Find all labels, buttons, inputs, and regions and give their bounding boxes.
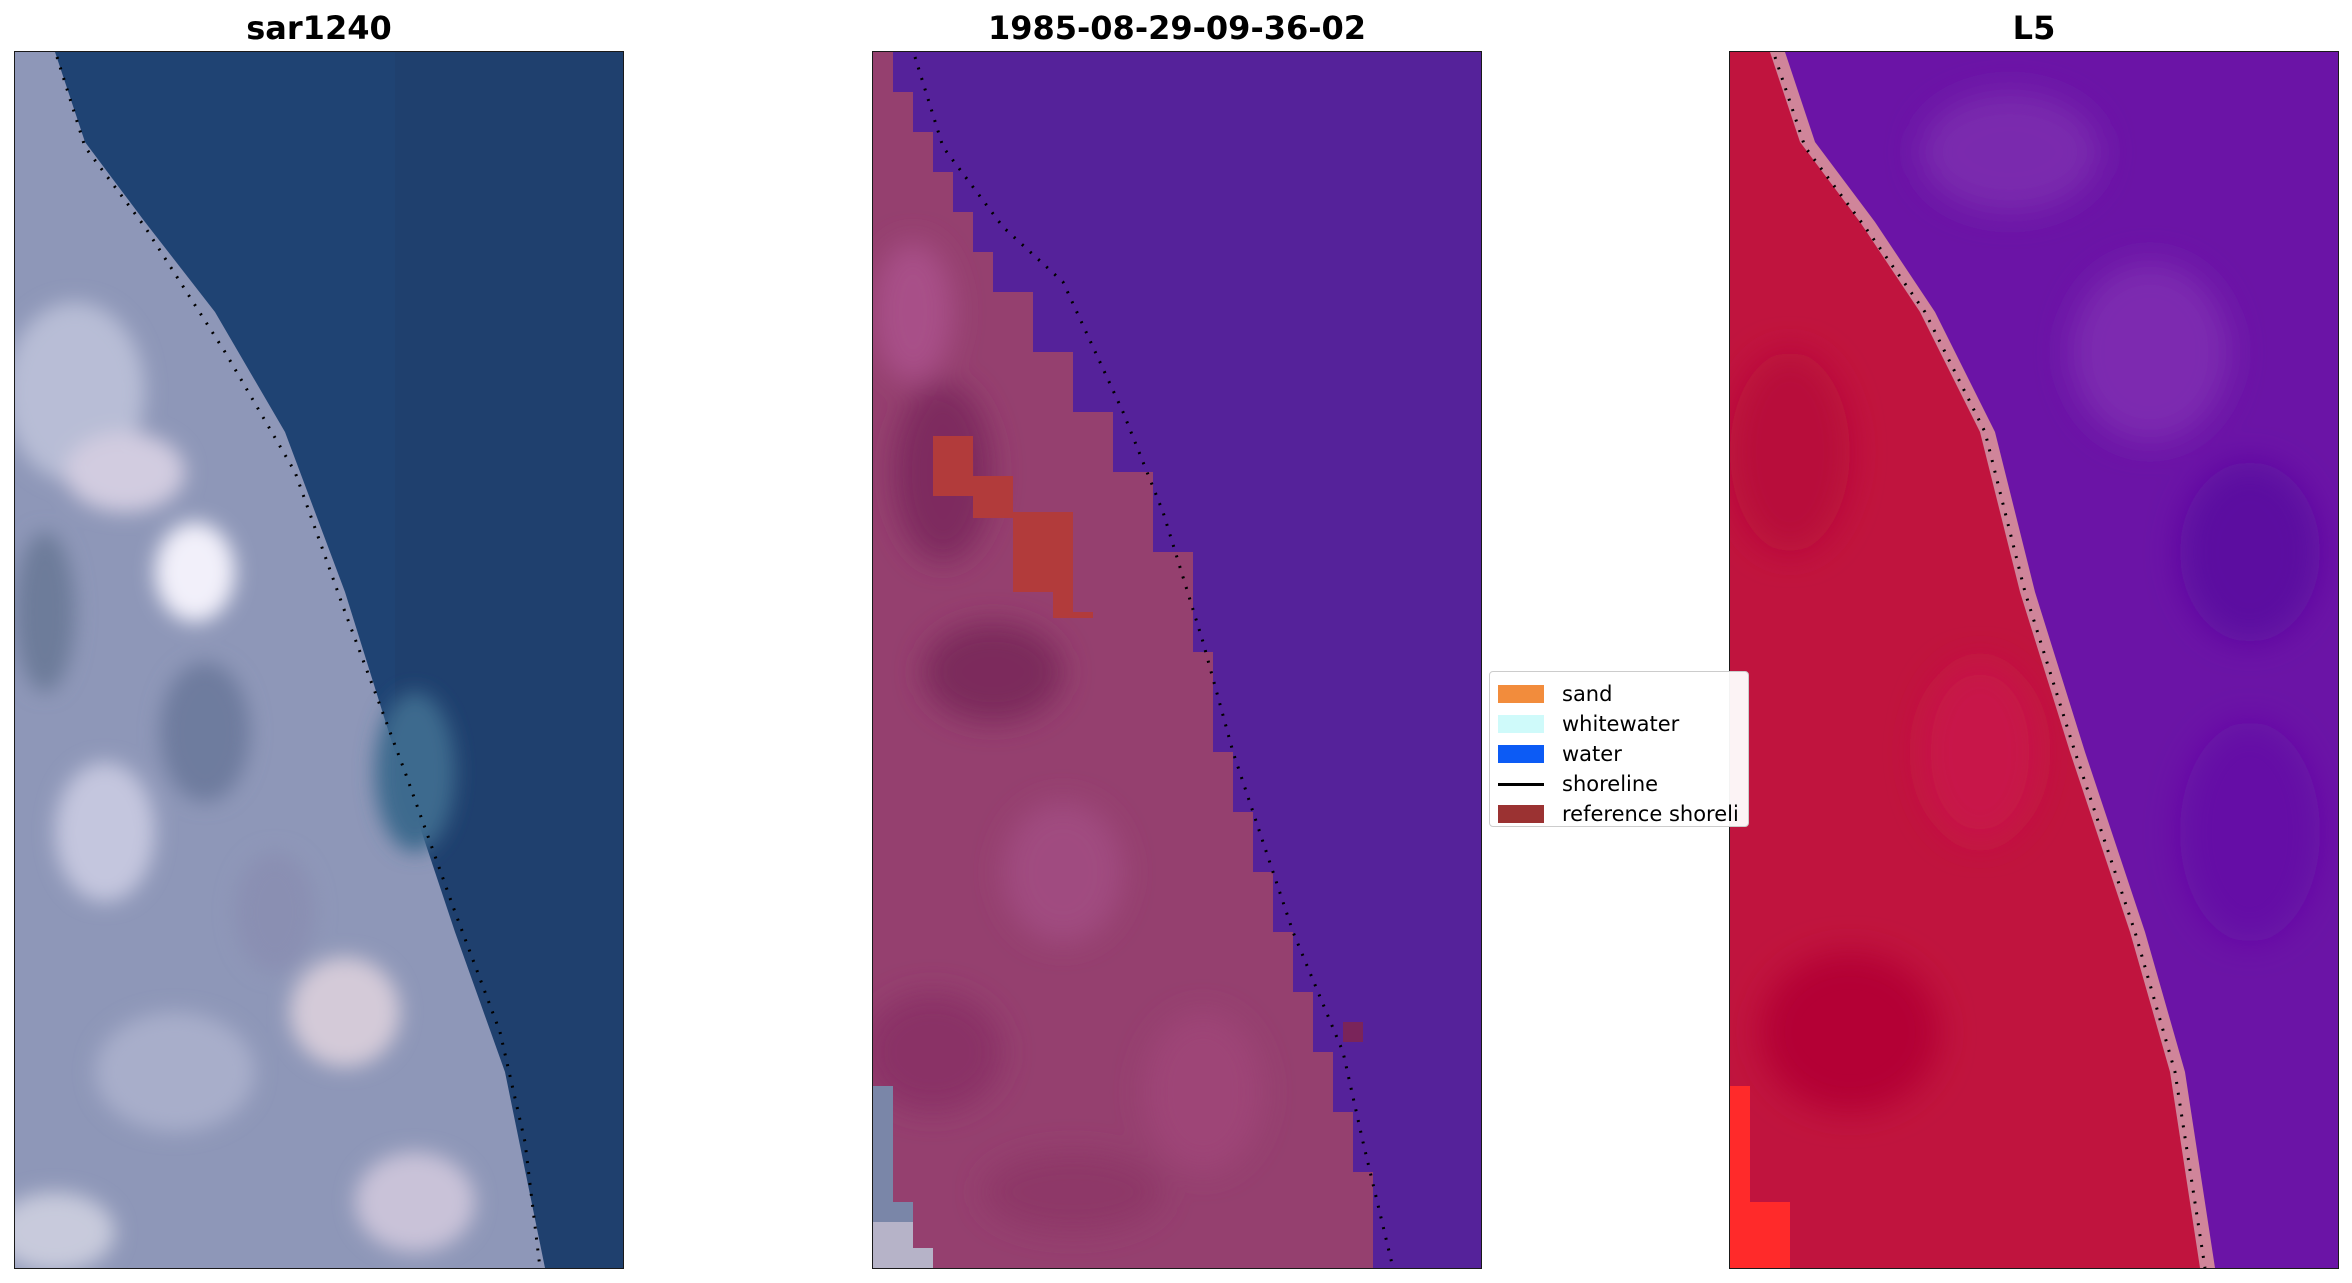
legend-label-reference-shoreline: reference shoreli	[1562, 802, 1739, 826]
classified-image-panel	[872, 51, 1482, 1269]
legend-item-whitewater: whitewater	[1498, 710, 1679, 738]
reference-shoreline-swatch	[1498, 805, 1544, 823]
classified-texture	[873, 242, 1263, 1232]
index-image-panel	[1729, 51, 2339, 1269]
shoreline-dots	[1773, 56, 2207, 1268]
rgb-image	[15, 52, 623, 1268]
legend-label-whitewater: whitewater	[1562, 712, 1680, 736]
sand-swatch	[1498, 685, 1544, 703]
legend-item-sand: sand	[1498, 680, 1612, 708]
bright-edge-patch	[1730, 1086, 1790, 1268]
legend-item-water: water	[1498, 740, 1622, 768]
classified-edge	[1343, 1022, 1363, 1042]
reference-shoreline-patch	[933, 436, 1093, 618]
index-land-texture	[1730, 352, 2040, 1112]
legend-item-shoreline: shoreline	[1498, 770, 1658, 798]
index-water-texture	[1920, 92, 2320, 942]
classified-image	[873, 52, 1481, 1268]
panel-title-rgb: sar1240	[246, 9, 392, 47]
legend-label-shoreline: shoreline	[1562, 772, 1659, 796]
whitewater-patch	[873, 1222, 933, 1268]
classified-land	[873, 52, 1373, 1268]
land-texture	[15, 302, 475, 1268]
legend-item-reference-shoreline: reference shoreli	[1498, 800, 1739, 826]
water-swatch	[1498, 745, 1544, 763]
legend: sand whitewater water shoreline referenc…	[1489, 671, 1749, 827]
legend-label-sand: sand	[1562, 682, 1613, 706]
whitewater-swatch	[1498, 715, 1544, 733]
shoreline-dots	[913, 56, 1395, 1268]
index-image	[1730, 52, 2338, 1268]
legend-label-water: water	[1562, 742, 1622, 766]
rgb-image-panel	[14, 51, 624, 1269]
panel-title-classified: 1985-08-29-09-36-02	[987, 9, 1367, 47]
land-area	[15, 52, 545, 1268]
shoreline-swatch	[1498, 782, 1544, 786]
panel-title-index: L5	[2012, 9, 2056, 47]
